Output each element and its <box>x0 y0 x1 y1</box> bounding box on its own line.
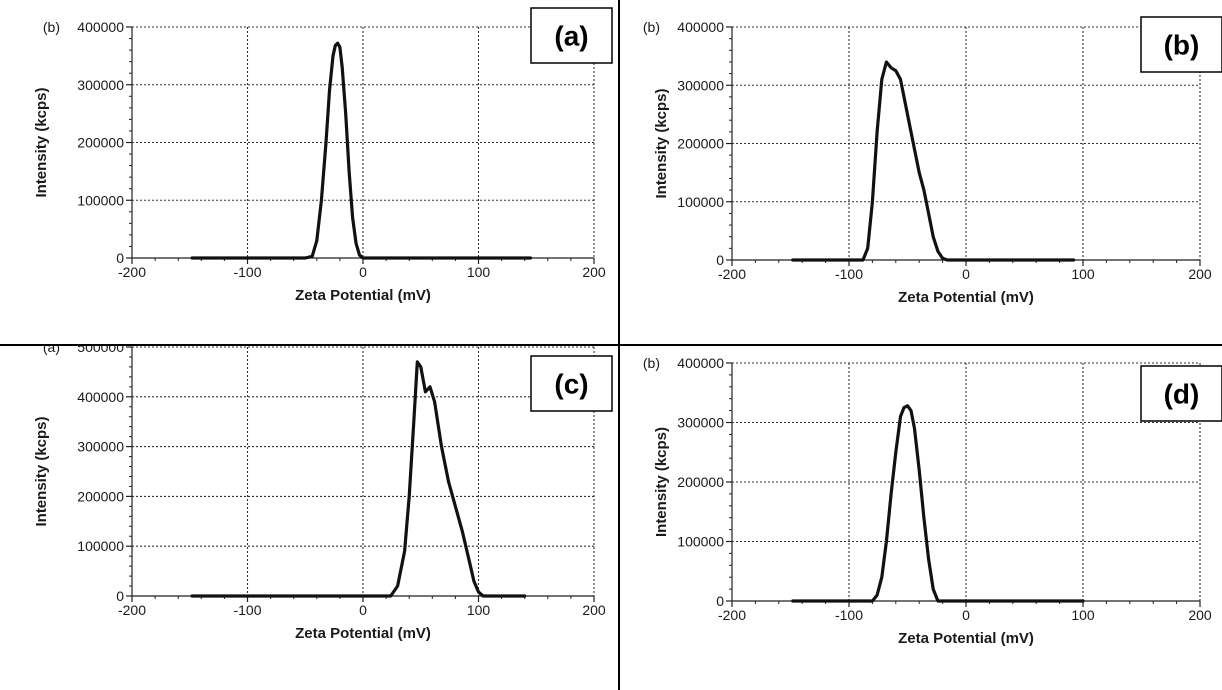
y-tick-label: 400000 <box>77 389 124 405</box>
chart-panel-c: 0 100000 200000 300000 400000 500000 -200 -100 0… <box>0 346 619 690</box>
x-tick-label: 200 <box>582 602 606 618</box>
y-tick-label: 100000 <box>77 192 124 208</box>
x-tick-label: -100 <box>835 607 863 623</box>
corner-tag: (b) <box>643 19 660 35</box>
x-tick-label: -200 <box>118 264 146 280</box>
chart-svg: 0 100000 200000 300000 400000 -200 -100 0 100 200… <box>643 355 1222 647</box>
y-tick-label: 300000 <box>677 77 724 93</box>
chart-svg: 0 100000 200000 300000 400000 -200 -100 0 100 200… <box>643 16 1222 306</box>
y-tick-label: 400000 <box>677 355 724 371</box>
x-axis-title: Zeta Potential (mV) <box>898 630 1034 647</box>
y-tick-label: 300000 <box>677 415 724 431</box>
x-axis-title: Zeta Potential (mV) <box>295 625 431 642</box>
data-line <box>190 41 533 260</box>
chart-panel-b: 0 100000 200000 300000 400000 -200 -100 0 100 200… <box>620 0 1222 345</box>
y-axis-title: Intensity (kcps) <box>653 427 670 537</box>
horizontal-divider <box>0 344 1222 346</box>
chart-panel-d: 0 100000 200000 300000 400000 -200 -100 0 100 200… <box>620 346 1222 690</box>
data-line <box>190 360 527 598</box>
panel-label-box <box>530 355 613 412</box>
y-tick-label: 100000 <box>677 534 724 550</box>
y-tick-label: 500000 <box>77 346 124 355</box>
y-tick-label: 400000 <box>77 19 124 35</box>
x-tick-label: -200 <box>718 607 746 623</box>
y-tick-label: 200000 <box>677 136 724 152</box>
x-tick-label: -200 <box>118 602 146 618</box>
x-tick-label: 100 <box>467 602 491 618</box>
x-tick-label: -100 <box>835 266 863 282</box>
data-line <box>791 60 1076 262</box>
corner-tag: (b) <box>43 19 60 35</box>
y-tick-label: 200000 <box>77 135 124 151</box>
y-axis-title: Intensity (kcps) <box>33 87 50 197</box>
x-tick-label: 100 <box>467 264 491 280</box>
panel-label-box <box>1140 365 1222 422</box>
panel-label: (d) <box>1164 379 1200 410</box>
y-tick-label: 200000 <box>77 488 124 504</box>
x-tick-label: -100 <box>233 264 261 280</box>
chart-svg: 0 100000 200000 300000 400000 -200 -100 0 100 200… <box>33 7 613 304</box>
x-tick-label: -200 <box>718 266 746 282</box>
x-tick-label: 0 <box>359 602 367 618</box>
y-tick-label: 0 <box>716 252 724 268</box>
panel-label-box <box>1140 16 1222 73</box>
y-axis-title: Intensity (kcps) <box>33 416 50 526</box>
chart-svg: 0 100000 200000 300000 400000 500000 -200 -100 0… <box>33 346 613 642</box>
x-tick-label: 100 <box>1071 266 1095 282</box>
panel-label-box <box>530 7 613 64</box>
y-tick-label: 400000 <box>677 19 724 35</box>
x-tick-label: 200 <box>582 264 606 280</box>
y-tick-label: 200000 <box>677 474 724 490</box>
panel-label: (a) <box>554 21 588 52</box>
data-line <box>791 404 1085 603</box>
x-tick-label: 200 <box>1188 266 1212 282</box>
corner-tag: (a) <box>43 346 60 355</box>
corner-tag: (b) <box>643 355 660 371</box>
y-tick-label: 0 <box>116 588 124 604</box>
panel-label: (c) <box>554 369 588 400</box>
y-tick-label: 100000 <box>677 194 724 210</box>
chart-panel-a: 0 100000 200000 300000 400000 -200 -100 0 100 200… <box>0 0 619 345</box>
x-axis-title: Zeta Potential (mV) <box>898 289 1034 306</box>
y-tick-label: 300000 <box>77 77 124 93</box>
x-tick-label: 100 <box>1071 607 1095 623</box>
y-tick-label: 0 <box>116 250 124 266</box>
x-axis-title: Zeta Potential (mV) <box>295 287 431 304</box>
x-tick-label: 200 <box>1188 607 1212 623</box>
y-tick-label: 300000 <box>77 439 124 455</box>
x-tick-label: 0 <box>359 264 367 280</box>
panel-label: (b) <box>1164 30 1200 61</box>
y-axis-title: Intensity (kcps) <box>653 88 670 198</box>
y-tick-label: 0 <box>716 593 724 609</box>
x-tick-label: -100 <box>233 602 261 618</box>
x-tick-label: 0 <box>962 607 970 623</box>
y-tick-label: 100000 <box>77 538 124 554</box>
x-tick-label: 0 <box>962 266 970 282</box>
